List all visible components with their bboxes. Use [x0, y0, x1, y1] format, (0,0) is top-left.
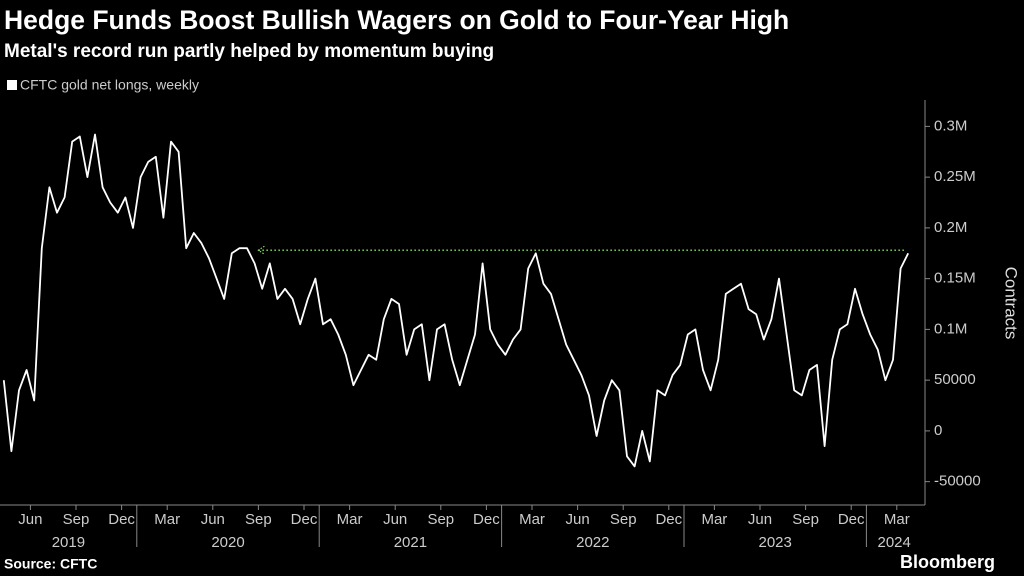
x-tick-label: Sep	[427, 511, 454, 528]
chart-subtitle: Metal's record run partly helped by mome…	[4, 41, 494, 62]
x-tick-label: Mar	[154, 511, 180, 528]
y-tick-label: 0.1M	[934, 320, 967, 337]
x-tick-label: Sep	[610, 511, 637, 528]
x-tick-label: Jun	[383, 511, 407, 528]
source: Source: CFTC	[4, 556, 97, 572]
x-tick-label: Jun	[748, 511, 772, 528]
y-tick-label: 0.3M	[934, 117, 967, 134]
x-year-label: 2022	[576, 534, 609, 551]
x-tick-label: Mar	[519, 511, 545, 528]
x-year-label: 2020	[211, 534, 244, 551]
x-tick-label: Mar	[337, 511, 363, 528]
x-year-label: 2021	[394, 534, 427, 551]
y-tick-label: -50000	[934, 473, 981, 490]
x-year-label: 2019	[52, 534, 85, 551]
x-tick-label: Dec	[291, 511, 318, 528]
reference-arrow	[257, 245, 265, 255]
x-tick-label: Mar	[701, 511, 727, 528]
x-tick-label: Jun	[18, 511, 42, 528]
x-tick-label: Jun	[201, 511, 225, 528]
x-tick-label: Dec	[838, 511, 865, 528]
y-axis-label: Contracts	[1002, 267, 1021, 340]
y-tick-label: 50000	[934, 371, 976, 388]
x-tick-label: Sep	[63, 511, 90, 528]
x-year-label: 2024	[878, 534, 911, 551]
x-tick-label: Dec	[108, 511, 135, 528]
brand: Bloomberg	[900, 552, 995, 572]
x-tick-label: Sep	[245, 511, 272, 528]
chart-title: Hedge Funds Boost Bullish Wagers on Gold…	[4, 5, 789, 35]
y-tick-label: 0	[934, 422, 942, 439]
data-line	[2, 133, 910, 468]
y-tick-label: 0.2M	[934, 219, 967, 236]
y-tick-label: 0.15M	[934, 270, 976, 287]
x-tick-label: Sep	[792, 511, 819, 528]
x-tick-label: Dec	[655, 511, 682, 528]
x-tick-label: Dec	[473, 511, 500, 528]
x-tick-label: Mar	[884, 511, 910, 528]
legend-swatch	[7, 80, 17, 90]
legend-label: CFTC gold net longs, weekly	[20, 77, 199, 93]
x-tick-label: Jun	[566, 511, 590, 528]
y-tick-label: 0.25M	[934, 168, 976, 185]
x-year-label: 2023	[759, 534, 792, 551]
